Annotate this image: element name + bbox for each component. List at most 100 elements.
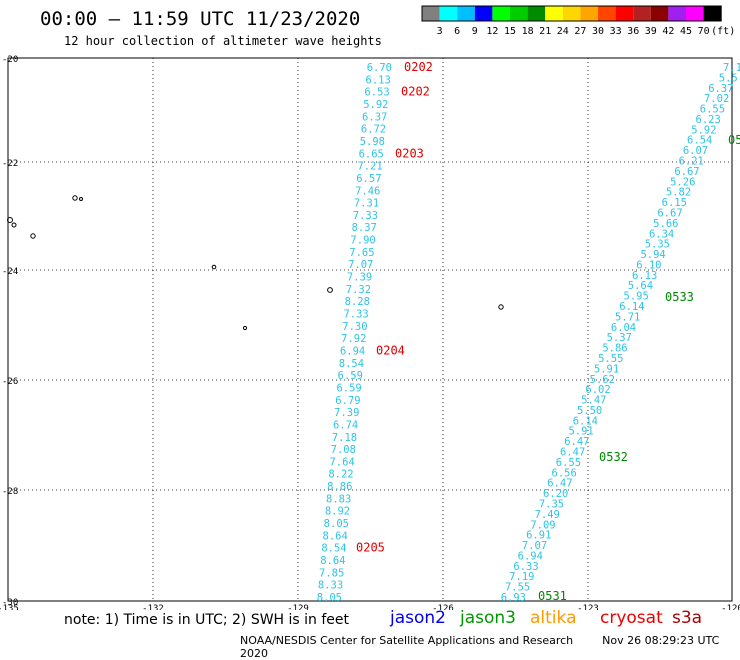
mission-jason3: jason3 [460, 608, 516, 628]
track2-value: 5.62 [590, 374, 615, 386]
track2-value: 5.95 [624, 291, 649, 303]
footer-credit: NOAA/NESDIS Center for Satellite Applica… [240, 634, 740, 660]
track2-value: 6.20 [543, 488, 568, 500]
track1-value: 6.72 [361, 124, 386, 136]
track2-value: 7.19 [509, 571, 534, 583]
track1-value: 7.92 [341, 333, 366, 345]
track2-value: 5.47 [581, 395, 606, 407]
track2-value: 6.54 [687, 135, 712, 147]
track1-value: 7.21 [357, 161, 382, 173]
track2-value: 6.67 [674, 166, 699, 178]
colorbar-swatch [633, 6, 651, 21]
color-scale-legend: 3 6 9 12 15 18 21 24 27 30 33 36 39 42 45 70 (ft) [421, 5, 735, 37]
track2-time-label: 0531 [538, 589, 567, 603]
track2-value: 5.26 [670, 176, 695, 188]
track1-value: 6.37 [362, 111, 387, 123]
track1-value: 6.79 [335, 395, 360, 407]
track1-value: 6.74 [333, 419, 358, 431]
track2-value: 5.5 [719, 72, 738, 84]
page-subtitle: 12 hour collection of altimeter wave hei… [64, 34, 382, 48]
track1-value: 8.86 [327, 481, 352, 493]
track1-value: 8.22 [328, 469, 353, 481]
track1-time-label: 0202 [404, 60, 433, 74]
colorbar-swatch [650, 6, 669, 21]
track1-value: 7.18 [332, 432, 357, 444]
track2-value: 6.55 [700, 104, 725, 116]
track1-value: 7.32 [346, 284, 371, 296]
island-shape [7, 217, 13, 223]
track1-time-label: 0203 [395, 146, 424, 160]
track2-value: 6.14 [619, 301, 644, 313]
island-shape [242, 325, 248, 331]
track2-value: 5.82 [666, 187, 691, 199]
track2-value: 5.92 [691, 124, 716, 136]
colorbar-swatch [474, 6, 493, 21]
credit-text: NOAA/NESDIS Center for Satellite Applica… [240, 634, 574, 647]
island-shape [11, 222, 17, 228]
track2-value: 6.07 [683, 145, 708, 157]
track1-value: 8.54 [339, 358, 364, 370]
track1-value: 5.92 [363, 99, 388, 111]
track1-value: 8.05 [317, 592, 342, 604]
track2-value: 6.14 [573, 415, 598, 427]
page-title: 00:00 — 11:59 UTC 11/23/2020 [40, 8, 361, 30]
island-shape [30, 233, 36, 239]
colorbar-swatch [580, 6, 598, 21]
colorbar-tick-label: 24 [557, 26, 569, 37]
track1-time-label: 0202 [401, 85, 430, 99]
lat-tick-label: -30 [2, 598, 18, 608]
track2-value: 6.13 [632, 270, 657, 282]
track1-value: 7.90 [350, 235, 375, 247]
colorbar-swatch [615, 6, 634, 21]
colorbar-swatch [510, 6, 528, 21]
colorbar-tick-label: 27 [574, 26, 586, 37]
colorbar-tick-label: 42 [662, 26, 674, 37]
colorbar-tick-label: 6 [454, 26, 460, 37]
colorbar-tick-label: 18 [522, 26, 534, 37]
track1-value: 8.33 [318, 580, 343, 592]
track1-value: 6.53 [364, 87, 389, 99]
track2-value: 6.02 [585, 384, 610, 396]
island-shape [79, 197, 83, 201]
island-shape [72, 195, 78, 201]
lon-tick-label: -135 [0, 604, 19, 610]
track1-value: 7.46 [355, 185, 380, 197]
track1-value: 7.64 [329, 456, 354, 468]
lat-tick-label: -20 [2, 55, 18, 65]
track2-value: 6.47 [547, 478, 572, 490]
track1-value: 8.54 [321, 543, 346, 555]
track2-value: 5.94 [640, 249, 665, 261]
colorbar-swatch [457, 6, 475, 21]
lon-tick-label: -123 [577, 604, 599, 610]
track1-value: 7.31 [354, 198, 379, 210]
lon-tick-label: -132 [142, 604, 164, 610]
track1-value: 6.70 [367, 62, 392, 74]
track2-value: 5.71 [615, 311, 640, 323]
track2-value: 5.50 [577, 405, 602, 417]
colorbar-tick-label: 12 [486, 26, 498, 37]
track2-value: 7.07 [522, 540, 547, 552]
track1-value: 8.28 [345, 296, 370, 308]
track2-value: 5.91 [568, 426, 593, 438]
track1-value: 7.39 [334, 407, 359, 419]
track2-value: 6.04 [611, 322, 636, 334]
colorbar-swatch [598, 6, 616, 21]
colorbar-tick-label: 36 [627, 26, 639, 37]
island-shape [327, 287, 333, 293]
lon-tick-label: -126 [432, 604, 454, 610]
track1-value: 8.64 [320, 555, 345, 567]
track1-value: 6.13 [366, 74, 391, 86]
colorbar-swatch [703, 6, 722, 21]
track1-value: 7.33 [353, 210, 378, 222]
colorbar-tick-label: 45 [680, 26, 692, 37]
track1-value: 6.94 [340, 345, 365, 357]
wave-height-map: -20 -22 -24 -26 -28 -30-135 -132 -129 -126 -123 -1… [0, 55, 740, 610]
track2-value: 6.47 [564, 436, 589, 448]
track1-value: 6.59 [336, 382, 361, 394]
track1-value: 7.65 [349, 247, 374, 259]
track1-value: 7.08 [331, 444, 356, 456]
track2-time-label: 05 [728, 133, 740, 147]
track2-value: 6.23 [696, 114, 721, 126]
track1-value: 7.07 [348, 259, 373, 271]
colorbar-swatch [439, 6, 458, 21]
